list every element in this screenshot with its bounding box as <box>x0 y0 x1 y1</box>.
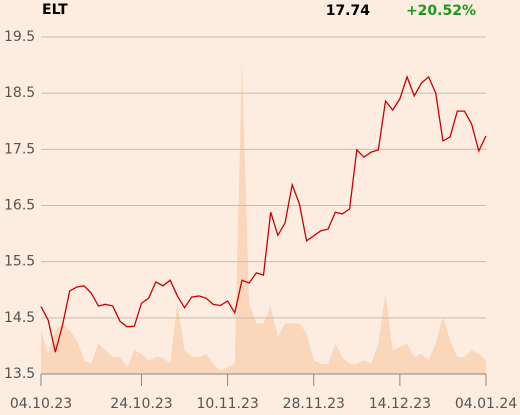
y-tick-label: 13.5 <box>4 366 35 382</box>
price-line <box>40 74 487 353</box>
y-tick-label: 15.5 <box>4 254 35 270</box>
y-tick-label: 14.5 <box>4 310 35 326</box>
volume-area <box>41 60 486 375</box>
x-tick-label: 28.11.23 <box>283 396 345 412</box>
x-tick-label: 04.01.24 <box>455 396 517 412</box>
price: 17.74 <box>326 3 371 19</box>
change: +20.52% <box>406 3 476 19</box>
y-tick-label: 19.5 <box>4 29 35 45</box>
y-tick-label: 17.5 <box>4 141 35 157</box>
y-tick-label: 16.5 <box>4 198 35 214</box>
x-tick-label: 14.12.23 <box>369 396 431 412</box>
x-tick-label: 04.10.23 <box>10 396 72 412</box>
ticker: ELT <box>42 2 68 18</box>
y-tick-label: 18.5 <box>4 85 35 101</box>
x-tick-label: 24.10.23 <box>110 396 172 412</box>
x-tick-label: 10.11.23 <box>196 396 258 412</box>
